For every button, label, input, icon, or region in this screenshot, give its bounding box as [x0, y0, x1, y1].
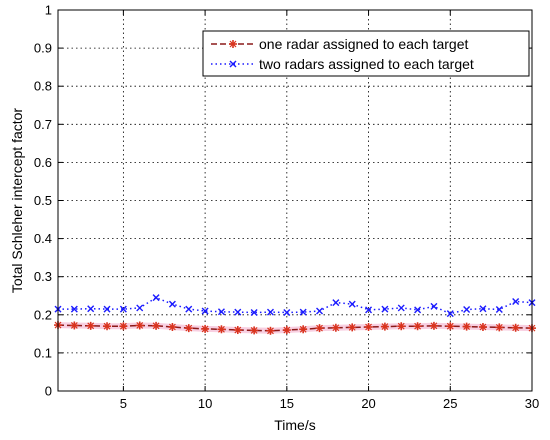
data-point — [250, 326, 259, 335]
data-point — [201, 307, 209, 315]
data-point — [413, 322, 422, 331]
data-point — [152, 321, 161, 330]
data-point — [414, 306, 422, 314]
data-point — [266, 326, 275, 335]
y-tick-label: 0.7 — [34, 117, 52, 132]
legend: one radar assigned to each target two ra… — [202, 30, 530, 77]
data-point — [234, 308, 242, 316]
data-point — [364, 322, 373, 331]
data-point — [365, 306, 373, 314]
y-tick-label: 0.9 — [34, 41, 52, 56]
data-point — [135, 321, 144, 330]
data-point — [446, 310, 454, 318]
data-point — [446, 322, 455, 331]
data-point — [266, 308, 274, 316]
data-point — [250, 309, 258, 317]
axis-ticks: 5 10 15 20 25 30 0 0.1 0.2 0.3 0.4 0.5 0.6 0.7 0.8 0.9 1 — [34, 3, 539, 412]
data-point — [119, 322, 128, 331]
x-tick-label: 10 — [198, 396, 212, 411]
data-point — [119, 305, 127, 313]
data-point — [397, 304, 405, 312]
y-tick-label: 0.2 — [34, 307, 52, 322]
data-point — [87, 305, 95, 313]
data-point — [299, 308, 307, 316]
y-tick-label: 0.3 — [34, 269, 52, 284]
data-point — [217, 308, 225, 316]
data-point — [331, 323, 340, 332]
legend-box — [202, 30, 530, 77]
x-tick-label: 30 — [525, 396, 539, 411]
data-point — [348, 300, 356, 308]
series-line-1 — [58, 296, 533, 315]
data-point — [103, 322, 112, 331]
data-point — [430, 302, 438, 310]
data-point — [168, 300, 176, 308]
data-point — [103, 305, 111, 313]
y-tick-label: 1 — [45, 3, 52, 18]
data-point — [136, 304, 144, 312]
x-tick-label: 5 — [120, 396, 127, 411]
data-point — [70, 305, 78, 313]
data-point — [495, 305, 503, 313]
data-point — [282, 326, 291, 335]
data-point — [315, 324, 324, 333]
data-point — [511, 323, 520, 332]
data-point — [381, 305, 389, 313]
data-point — [168, 322, 177, 331]
data-point — [348, 323, 357, 332]
data-point — [397, 322, 406, 331]
x-tick-label: 25 — [443, 396, 457, 411]
data-point — [86, 321, 95, 330]
data-point — [380, 322, 389, 331]
data-point — [152, 294, 160, 302]
legend-label-one-radar: one radar assigned to each target — [259, 36, 468, 52]
data-point — [495, 323, 504, 332]
y-tick-label: 0 — [45, 384, 52, 399]
data-point — [217, 325, 226, 334]
y-axis-label: Total Schleher intercept factor — [9, 108, 25, 294]
series-layer — [54, 294, 536, 335]
data-point — [429, 321, 438, 330]
data-point — [185, 305, 193, 313]
data-point — [332, 299, 340, 307]
data-point — [201, 324, 210, 333]
data-point — [299, 325, 308, 334]
data-point — [70, 321, 79, 330]
data-point — [479, 305, 487, 313]
data-point — [283, 309, 291, 317]
y-tick-label: 0.1 — [34, 345, 52, 360]
y-tick-label: 0.5 — [34, 193, 52, 208]
data-point — [184, 324, 193, 333]
data-point — [463, 305, 471, 313]
y-tick-label: 0.6 — [34, 155, 52, 170]
x-tick-label: 20 — [361, 396, 375, 411]
data-point — [512, 297, 520, 305]
y-tick-label: 0.8 — [34, 79, 52, 94]
x-axis-label: Time/s — [274, 417, 315, 433]
data-point — [316, 307, 324, 315]
series-line-0 — [57, 324, 533, 332]
y-tick-label: 0.4 — [34, 231, 52, 246]
legend-label-two-radars: two radars assigned to each target — [259, 56, 474, 72]
x-tick-label: 15 — [280, 396, 294, 411]
data-point — [462, 322, 471, 331]
data-point — [233, 326, 242, 335]
data-point — [478, 322, 487, 331]
